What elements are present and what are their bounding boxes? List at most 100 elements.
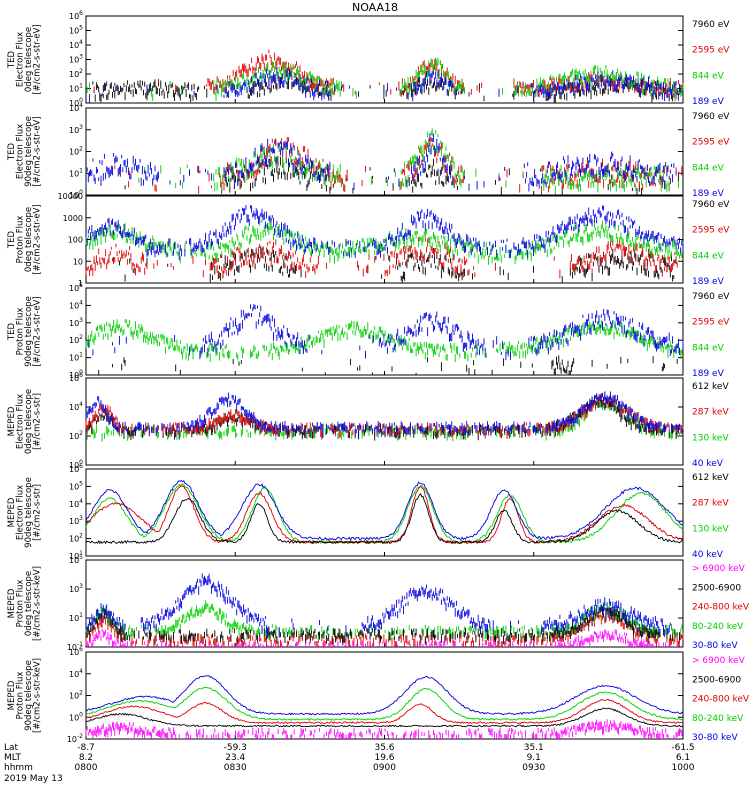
legend-entry: 189 eV <box>692 277 725 287</box>
y-tick-label: 104 <box>69 39 83 50</box>
y-tick-label: 105 <box>69 554 83 565</box>
series-green <box>85 319 684 363</box>
legend-entry: 130 keV <box>692 433 729 443</box>
footer-hhmm-value: 0930 <box>522 763 545 773</box>
legend-entry: 80-240 keV <box>692 714 744 724</box>
y-axis-label-line: MEPED <box>7 497 17 527</box>
footer-lat-value: -8.7 <box>77 743 95 753</box>
y-tick-label: 101 <box>69 550 83 561</box>
legend-entry: 189 eV <box>692 369 725 379</box>
y-tick-label: 101 <box>69 612 83 623</box>
y-axis-label-line: [#/cm2-s-str] <box>33 393 43 450</box>
series-blue <box>87 303 684 361</box>
y-tick-label: 103 <box>69 515 83 526</box>
legend-entry: 612 keV <box>692 382 729 392</box>
y-axis-label-line: 90deg telescope <box>24 660 34 731</box>
y-axis-label-line: MEPED <box>7 588 17 618</box>
legend-entry: 40 keV <box>692 459 724 469</box>
series-blue <box>89 67 682 103</box>
series-green <box>85 483 684 545</box>
series-black <box>98 355 678 375</box>
y-tick-label: 10000 <box>58 192 83 201</box>
y-axis-label-line: MEPED <box>7 680 17 710</box>
y-axis-label-line: Electron Flux <box>16 394 26 449</box>
y-tick-label: 104 <box>69 401 83 412</box>
legend-entry: 40 keV <box>692 550 724 560</box>
y-tick-label: 102 <box>69 690 83 701</box>
footer-mlt-value: 23.4 <box>225 753 245 763</box>
series-red <box>85 698 684 725</box>
y-tick-label: 105 <box>69 25 83 36</box>
y-axis-label-line: MEPED <box>7 406 17 436</box>
legend-entry: 7960 eV <box>692 200 730 210</box>
y-tick-label: 104 <box>69 668 83 679</box>
y-axis-label-line: TED <box>7 322 17 341</box>
y-tick-label: 106 <box>69 372 83 383</box>
series-blue <box>85 675 684 716</box>
y-tick-label: 100 <box>69 711 83 722</box>
y-axis-label-line: [#/cm2-s-str-eV] <box>33 116 43 186</box>
y-tick-label: 101 <box>69 83 83 94</box>
legend-entry: 844 eV <box>692 251 725 261</box>
legend-entry: 30-80 keV <box>692 641 738 651</box>
y-axis-label-line: Proton Flux <box>16 216 26 264</box>
y-axis-label-line: [#/cm2-s-str-keV] <box>33 658 43 733</box>
y-axis-label-line: Electron Flux <box>16 485 26 540</box>
y-tick-label: 101 <box>69 167 83 178</box>
footer-date: 2019 May 13 <box>4 774 63 784</box>
series-green <box>85 397 682 442</box>
y-tick-label: 106 <box>69 463 83 474</box>
footer-mlt-value: 6.1 <box>676 753 690 763</box>
series-blue <box>85 480 684 541</box>
y-tick-label: 106 <box>69 10 83 21</box>
legend-entry: 30-80 keV <box>692 733 738 743</box>
footer-hhmm-value: 0900 <box>373 763 396 773</box>
series-blue <box>85 391 683 438</box>
y-axis-label-line: Proton Flux <box>16 580 26 628</box>
y-tick-label: 100 <box>69 97 83 108</box>
footer-lat-value: -59.3 <box>224 743 247 753</box>
y-tick-label: 100 <box>69 459 83 470</box>
footer-hhmm-value: 0830 <box>224 763 247 773</box>
series-blue <box>85 133 677 192</box>
legend-entry: 240-800 keV <box>692 603 750 613</box>
y-tick-label: 101 <box>69 352 83 363</box>
y-axis-label-line: [#/cm2-s-str] <box>33 484 43 541</box>
y-tick-label: 102 <box>69 533 83 544</box>
legend-entry: 2500-6900 <box>692 583 741 593</box>
y-axis-label-line: [#/cm2-s-str-eV] <box>33 204 43 274</box>
y-axis-label-line: Electron Flux <box>16 32 26 87</box>
footer-lat-value: 35.1 <box>524 743 544 753</box>
y-tick-label: 10 <box>73 257 83 266</box>
y-tick-label: 105 <box>69 282 83 293</box>
y-axis-label-line: [#/cm2-s-str-eV] <box>33 296 43 366</box>
y-axis-label-line: TED <box>7 50 17 69</box>
y-axis-label-line: 0deg telescope <box>24 389 34 454</box>
series-red <box>114 137 683 195</box>
y-tick-label: 105 <box>69 480 83 491</box>
legend-entry: 844 eV <box>692 343 725 353</box>
footer-mlt-value: 8.2 <box>79 753 93 763</box>
legend-entry: 189 eV <box>692 189 725 199</box>
y-tick-label: 104 <box>69 498 83 509</box>
legend-entry: 80-240 keV <box>692 622 744 632</box>
figure-title: NOAA18 <box>352 1 398 14</box>
y-tick-label: 100 <box>69 189 83 200</box>
legend-entry: 287 keV <box>692 499 729 509</box>
y-axis-label-line: 90deg telescope <box>24 116 34 187</box>
series-green <box>85 219 684 265</box>
y-tick-label: 102 <box>69 146 83 157</box>
series-blue <box>85 573 671 637</box>
legend-entry: 130 keV <box>692 524 729 534</box>
y-tick-label: 103 <box>69 54 83 65</box>
y-tick-label: 102 <box>69 68 83 79</box>
legend-entry: 2595 eV <box>692 226 730 236</box>
y-tick-label: 1 <box>78 279 83 288</box>
footer-lat-value: 35.6 <box>374 743 394 753</box>
